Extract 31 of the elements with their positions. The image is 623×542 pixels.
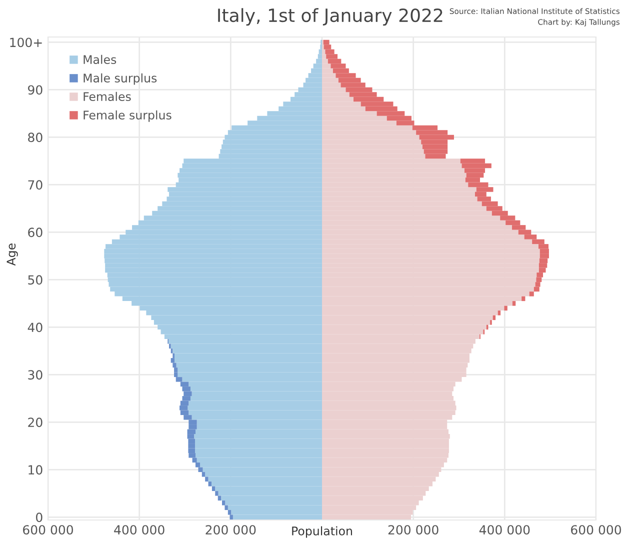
x-tick-label: 600 000 <box>23 525 74 535</box>
y-tick-label: 90 <box>28 85 42 95</box>
legend-label: Males <box>84 54 116 64</box>
y-tick-label: 80 <box>28 132 42 142</box>
y-tick-label: 70 <box>28 180 42 190</box>
y-tick-label: 40 <box>28 322 42 332</box>
y-tick-label: 0 <box>36 512 42 522</box>
bar <box>504 306 508 311</box>
y-tick-label: 20 <box>28 418 42 428</box>
legend-label: Females <box>84 92 131 102</box>
x-tick-label: 200 000 <box>206 525 256 535</box>
x-tick-label: 400 000 <box>479 525 530 535</box>
x-axis-title: Population <box>292 526 352 538</box>
y-tick-label: 50 <box>28 275 42 285</box>
chart-title: Italy, 1st of January 2022 <box>218 8 442 26</box>
x-tick-label: 600 000 <box>571 525 622 535</box>
y-tick-label: 30 <box>28 370 42 380</box>
bar <box>208 482 212 486</box>
legend-label: Male surplus <box>84 73 157 85</box>
bar <box>529 292 534 296</box>
y-tick-label: 10 <box>28 465 42 475</box>
x-tick-label: 400 000 <box>114 525 164 535</box>
bar <box>205 476 208 482</box>
legend-label: Female surplus <box>84 110 172 122</box>
y-tick-label: 100+ <box>10 38 42 48</box>
bar <box>498 310 501 316</box>
y-tick-label: 60 <box>28 228 42 238</box>
y-axis-title: Age <box>6 244 18 266</box>
bar <box>522 296 526 302</box>
x-tick-label: 200 000 <box>388 525 438 535</box>
bar <box>512 301 516 306</box>
